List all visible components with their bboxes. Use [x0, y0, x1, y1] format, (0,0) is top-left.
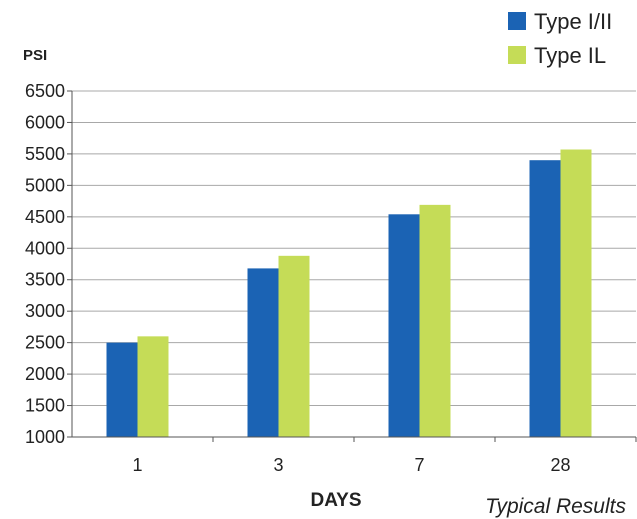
x-tick-label: 28: [550, 455, 570, 475]
y-tick-label: 5000: [25, 175, 65, 195]
x-tick-labels: 1 3 7 28: [132, 437, 637, 475]
y-tick-label: 2500: [25, 333, 65, 353]
y-tick-label: 3500: [25, 270, 65, 290]
bar-type-il-day-3: [278, 255, 310, 437]
y-tick-label: 4500: [25, 207, 65, 227]
y-tick-labels: 1000 1500 2000 2500 3000 3500 4000 4500 5000 5500…: [25, 81, 72, 447]
legend-swatch: [508, 12, 526, 30]
bar-type-il-day-7: [419, 204, 451, 437]
bar-type-il-day-1: [137, 336, 169, 437]
bar-type-i-ii-day-3: [247, 268, 279, 437]
y-tick-label: 6000: [25, 112, 65, 132]
y-tick-label: 2000: [25, 364, 65, 384]
x-axis-title: DAYS: [310, 490, 361, 511]
y-tick-label: 6500: [25, 81, 65, 101]
bar-type-i-ii-day-7: [388, 214, 420, 437]
y-tick-label: 3000: [25, 301, 65, 321]
y-axis-title: PSI: [23, 47, 47, 64]
y-tick-label: 1500: [25, 396, 65, 416]
y-tick-label: 1000: [25, 427, 65, 447]
legend: Type I/II Type IL: [508, 9, 612, 68]
bar-type-i-ii-day-1: [106, 342, 138, 437]
legend-swatch: [508, 46, 526, 64]
bar-type-il-day-28: [560, 149, 592, 438]
bar-type-i-ii-day-28: [529, 160, 561, 437]
x-tick-label: 3: [273, 455, 283, 475]
legend-label: Type I/II: [534, 9, 612, 34]
typical-results-note: Typical Results: [485, 495, 626, 518]
y-tick-label: 4000: [25, 238, 65, 258]
bars: [106, 149, 592, 438]
x-tick-label: 1: [132, 455, 142, 475]
y-tick-label: 5500: [25, 144, 65, 164]
x-tick-label: 7: [414, 455, 424, 475]
legend-label: Type IL: [534, 43, 606, 68]
